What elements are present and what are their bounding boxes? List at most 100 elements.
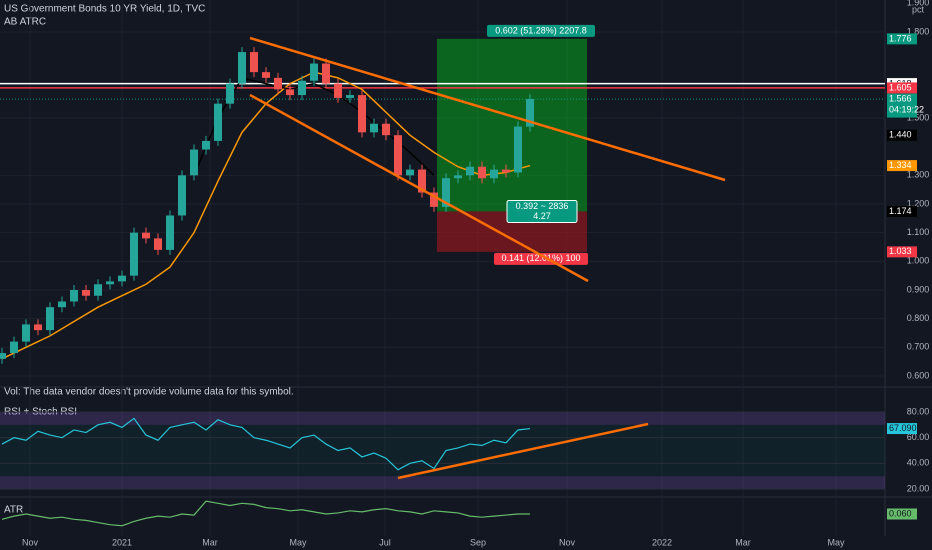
- candle: [190, 149, 198, 176]
- candle: [394, 135, 402, 176]
- rsi-line: [1, 417, 531, 471]
- candle: [46, 307, 54, 331]
- rsi-trend-line: [397, 422, 649, 480]
- price-tick-label: 1.200: [907, 198, 930, 208]
- trend-line: [249, 93, 589, 283]
- candle: [478, 166, 486, 179]
- entry-ratio: 4.27: [533, 211, 551, 221]
- indicator-name: AB ATRC: [4, 17, 46, 28]
- time-label: Jul: [379, 537, 391, 547]
- price-tick-label: 0.600: [907, 370, 930, 380]
- price-badge: [887, 93, 917, 118]
- rsi-tick-label: 20.00: [907, 483, 930, 493]
- label-box: [487, 24, 595, 37]
- stop-label: 0.141 (12.01%) 100: [501, 253, 580, 263]
- target-label: 0.602 (51.28%) 2207.8: [495, 25, 587, 35]
- price-badge: [887, 160, 917, 172]
- price-tick-label: 1.900: [907, 0, 930, 8]
- candle: [58, 301, 66, 308]
- candle: [274, 77, 282, 90]
- price-tick-label: 0.800: [907, 313, 930, 323]
- price-badge: [887, 33, 917, 45]
- candle: [514, 126, 522, 173]
- time-label: Sep: [470, 537, 486, 547]
- candle: [346, 95, 354, 98]
- atr-badge-label: 0.060: [889, 508, 912, 518]
- price-tick-label: 0.700: [907, 342, 930, 352]
- candle: [130, 232, 138, 276]
- candle: [166, 215, 174, 250]
- rsi-tick-label: 40.00: [907, 458, 930, 468]
- time-label: Mar: [735, 537, 751, 547]
- unit: pct: [912, 4, 925, 14]
- candle: [310, 63, 318, 81]
- candle: [250, 52, 258, 73]
- price-tick-label: 1.000: [907, 256, 930, 266]
- badge-label: 1.776: [889, 33, 912, 43]
- candle: [406, 169, 414, 176]
- candle: [442, 178, 450, 207]
- candle: [214, 103, 222, 141]
- symbol-title: US Government Bonds 10 YR Yield, 1D, TVC: [4, 4, 205, 15]
- rsi-band: [0, 412, 885, 425]
- candle: [418, 169, 426, 193]
- candle: [142, 232, 150, 239]
- candle: [370, 123, 378, 133]
- candle: [334, 83, 342, 98]
- candle: [238, 52, 246, 84]
- rsi-tick-label: 80.00: [907, 406, 930, 416]
- time-label: 2021: [112, 537, 132, 547]
- atr-badge: [887, 508, 917, 520]
- price-badge: [887, 205, 917, 217]
- candle: [82, 290, 90, 296]
- badge-label: 1.174: [889, 206, 912, 216]
- time-label: May: [289, 537, 307, 547]
- badge-label: 1.334: [889, 160, 912, 170]
- candle: [226, 83, 234, 104]
- price-badge: [887, 82, 917, 94]
- price-badge: [887, 129, 917, 141]
- price-tick-label: 1.800: [907, 26, 930, 36]
- candle: [262, 72, 270, 78]
- time-label: Nov: [559, 537, 576, 547]
- price-badge: [887, 246, 917, 258]
- atr-line: [1, 500, 530, 527]
- candle: [382, 123, 390, 136]
- rsi-badge-label: 67.090: [889, 423, 917, 433]
- label-box: [494, 252, 588, 265]
- candle: [154, 238, 162, 250]
- time-label: May: [827, 537, 845, 547]
- candle: [322, 63, 330, 84]
- price-tick-label: 1.100: [907, 227, 930, 237]
- rsi-band: [0, 476, 885, 489]
- candle: [358, 95, 366, 133]
- candle: [94, 284, 102, 296]
- candle: [490, 169, 498, 179]
- time-label: Nov: [22, 537, 39, 547]
- volume-note: Vol: The data vendor doesn't provide vol…: [4, 387, 294, 398]
- candle: [526, 99, 534, 127]
- trend-line: [249, 36, 726, 182]
- countdown: 04:19:22: [889, 104, 924, 114]
- candle: [22, 324, 30, 342]
- price-tick-label: 1.500: [907, 112, 930, 122]
- candle: [106, 281, 114, 285]
- candle: [298, 80, 306, 96]
- candle: [286, 89, 294, 96]
- candle: [178, 175, 186, 216]
- candle: [502, 169, 510, 173]
- badge-label: 1.605: [889, 82, 912, 92]
- badge-label: 1.033: [889, 246, 912, 256]
- candle: [70, 290, 78, 302]
- candle: [0, 353, 6, 359]
- time-label: Mar: [202, 537, 218, 547]
- badge-label: 1.440: [889, 130, 912, 140]
- candle: [34, 324, 42, 331]
- rsi-tick-label: 60.00: [907, 432, 930, 442]
- price-tick-label: 0.900: [907, 284, 930, 294]
- rsi-badge: [887, 423, 917, 435]
- candle: [118, 275, 126, 282]
- price-tick-label: 1.300: [907, 170, 930, 180]
- time-label: 2022: [652, 537, 672, 547]
